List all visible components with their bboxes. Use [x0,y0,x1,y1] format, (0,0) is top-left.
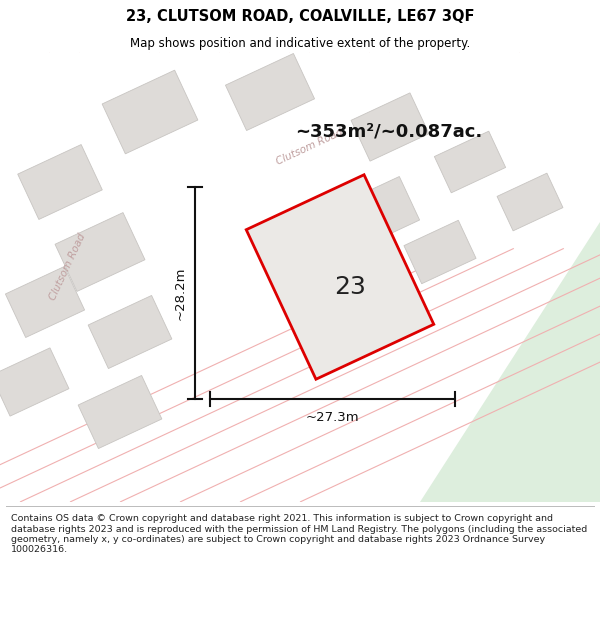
Polygon shape [315,252,385,312]
Text: Contains OS data © Crown copyright and database right 2021. This information is : Contains OS data © Crown copyright and d… [11,514,587,554]
Text: ~353m²/~0.087ac.: ~353m²/~0.087ac. [295,123,482,141]
Polygon shape [351,93,429,161]
Text: 23, CLUTSOM ROAD, COALVILLE, LE67 3QF: 23, CLUTSOM ROAD, COALVILLE, LE67 3QF [126,9,474,24]
Polygon shape [5,266,85,338]
Polygon shape [420,222,600,502]
Text: 23: 23 [334,275,366,299]
Text: Clutsom Road: Clutsom Road [48,232,88,302]
Polygon shape [246,175,434,379]
Polygon shape [78,376,162,449]
Polygon shape [88,296,172,369]
Polygon shape [55,213,145,291]
Polygon shape [226,54,314,131]
Polygon shape [497,173,563,231]
Polygon shape [0,348,69,416]
Text: ~27.3m: ~27.3m [305,411,359,424]
Polygon shape [404,220,476,284]
Polygon shape [434,131,506,192]
Text: ~28.2m: ~28.2m [174,266,187,320]
Text: Clutsom Road: Clutsom Road [275,127,345,167]
Polygon shape [102,70,198,154]
Text: Map shows position and indicative extent of the property.: Map shows position and indicative extent… [130,38,470,51]
Polygon shape [340,176,419,248]
Polygon shape [18,144,102,219]
